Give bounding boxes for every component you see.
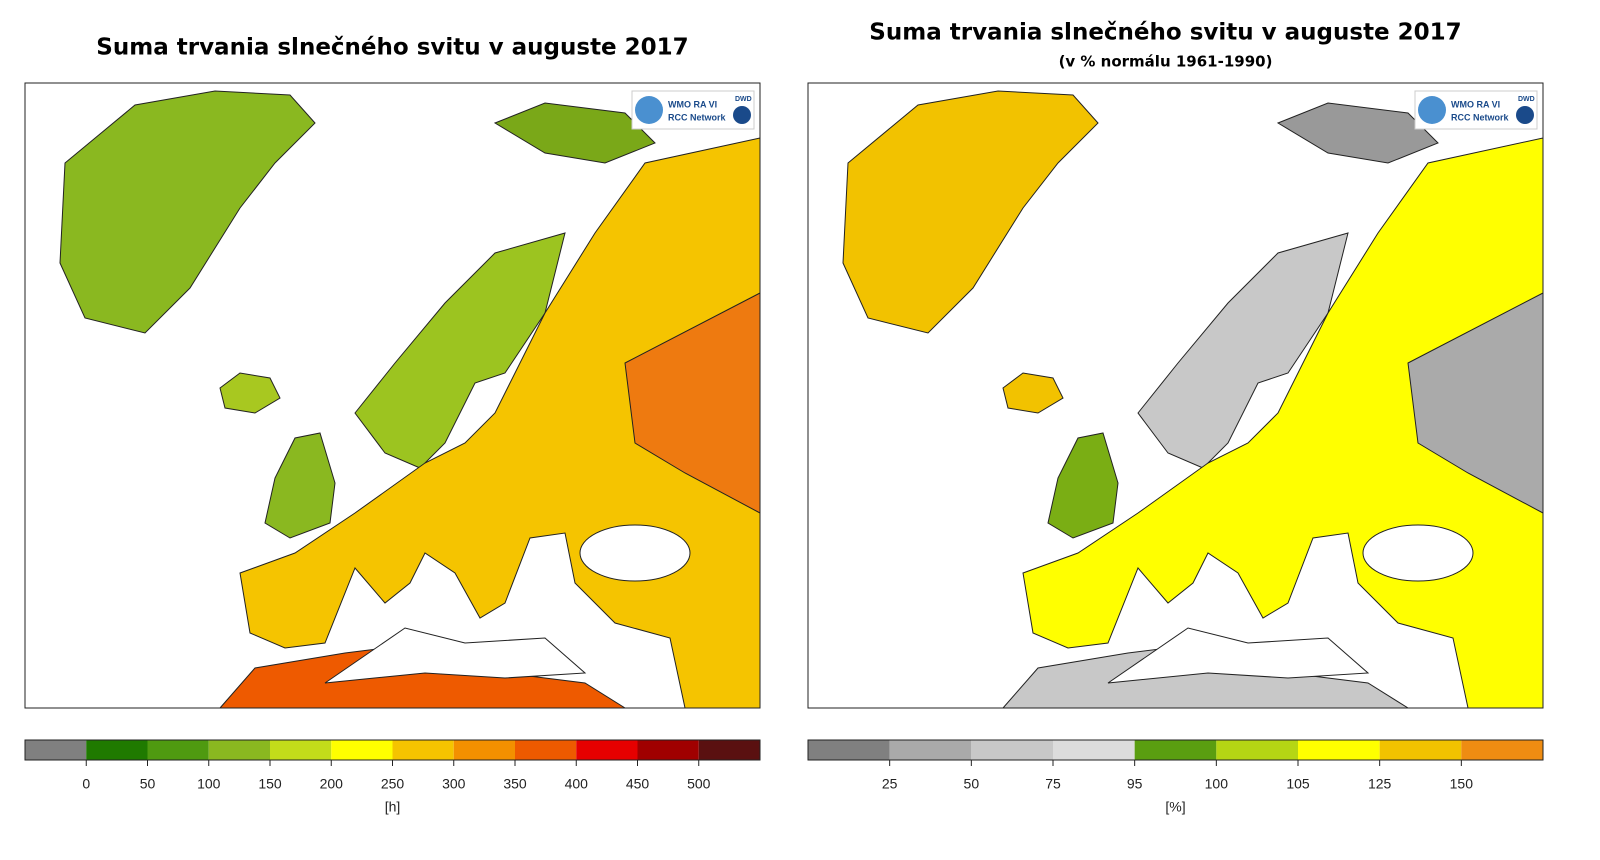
colorbar-box [1298, 740, 1380, 760]
land-britain [264, 432, 336, 539]
colorbar-tick-label: 150 [258, 776, 282, 792]
colorbar-tick-label: 500 [687, 776, 711, 792]
logo-name: WMO RA VI [668, 99, 717, 109]
colorbar-tick-label: 95 [1127, 776, 1143, 792]
colorbar-box [1461, 740, 1543, 760]
map-panel: Suma trvania slnečného svitu v auguste 2… [807, 20, 1544, 815]
colorbar-box [889, 740, 972, 760]
colorbar-frame [807, 739, 1544, 761]
colorbar-tick-label: 25 [882, 776, 898, 792]
land-greenland [842, 90, 1099, 334]
map-subtitle: (v % normálu 1961-1990) [1059, 53, 1273, 71]
logo-name: WMO RA VI [1451, 99, 1500, 109]
land-arctic [1276, 102, 1439, 164]
colorbar-tick-label: 0 [82, 776, 90, 792]
colorbar-box [86, 740, 148, 760]
logo: WMO RA VI RCC Network DWD [1414, 90, 1538, 130]
mediterranean [324, 627, 587, 684]
colorbar-tick-label: 150 [1450, 776, 1474, 792]
colorbar-tick-label: 50 [964, 776, 980, 792]
map: WMO RA VI RCC Network DWD [24, 82, 761, 709]
colorbar-box [1216, 740, 1298, 760]
colorbar-box [971, 740, 1053, 760]
colorbar-box [270, 740, 332, 760]
logo-wmo [635, 96, 663, 124]
logo-dwd: DWD [735, 96, 752, 103]
colorbar-box [1379, 740, 1462, 760]
land-scand [354, 232, 566, 469]
land-greenland [59, 90, 316, 334]
colorbar-box [453, 740, 515, 760]
colorbar-tick-label: 200 [320, 776, 344, 792]
logo-wmo [1418, 96, 1446, 124]
logo-dwd: DWD [1518, 96, 1535, 103]
colorbar-unit: [%] [1165, 799, 1185, 815]
black-sea [579, 524, 691, 582]
colorbar-tick-label: 400 [565, 776, 589, 792]
map-frame [24, 82, 761, 709]
land-east [1407, 292, 1544, 514]
land-iceland [219, 372, 281, 414]
colorbar-box [331, 740, 393, 760]
colorbar-tick-label: 450 [626, 776, 650, 792]
map: WMO RA VI RCC Network DWD [807, 82, 1544, 709]
map-frame [807, 82, 1544, 709]
map-title: Suma trvania slnečného svitu v auguste 2… [869, 20, 1461, 46]
land-iceland [1002, 372, 1064, 414]
colorbar-box [515, 740, 577, 760]
colorbar-box [637, 740, 699, 760]
land-east [624, 292, 761, 514]
colorbar-box [1134, 740, 1217, 760]
logo-network: RCC Network [1451, 112, 1510, 122]
land-britain [1047, 432, 1119, 539]
colorbar-tick-label: 350 [503, 776, 527, 792]
land-scand [1137, 232, 1349, 469]
logo: WMO RA VI RCC Network DWD [631, 90, 755, 130]
colorbar-tick-label: 125 [1368, 776, 1392, 792]
colorbar-tick-label: 250 [381, 776, 405, 792]
black-sea [1362, 524, 1474, 582]
colorbar-tick-label: 50 [140, 776, 156, 792]
logo-dwd-mark [1516, 106, 1534, 124]
colorbar-box [392, 740, 454, 760]
colorbar-tick-label: 300 [442, 776, 466, 792]
logo-network: RCC Network [668, 112, 727, 122]
land-arctic [493, 102, 656, 164]
colorbar-tick-label: 100 [197, 776, 221, 792]
colorbar-box [808, 740, 890, 760]
colorbar-box [576, 740, 638, 760]
colorbar-box [208, 740, 270, 760]
map-title: Suma trvania slnečného svitu v auguste 2… [96, 35, 688, 61]
map-panel: Suma trvania slnečného svitu v auguste 2… [24, 35, 761, 815]
colorbar-box [147, 740, 209, 760]
colorbar-tick-label: 100 [1205, 776, 1229, 792]
colorbar-box [1053, 740, 1135, 760]
logo-dwd-mark [733, 106, 751, 124]
colorbar-unit: [h] [385, 799, 401, 815]
colorbar-tick-label: 105 [1286, 776, 1310, 792]
colorbar-box [698, 740, 760, 760]
colorbar-box [25, 740, 87, 760]
mediterranean [1107, 627, 1370, 684]
colorbar-tick-label: 75 [1045, 776, 1061, 792]
